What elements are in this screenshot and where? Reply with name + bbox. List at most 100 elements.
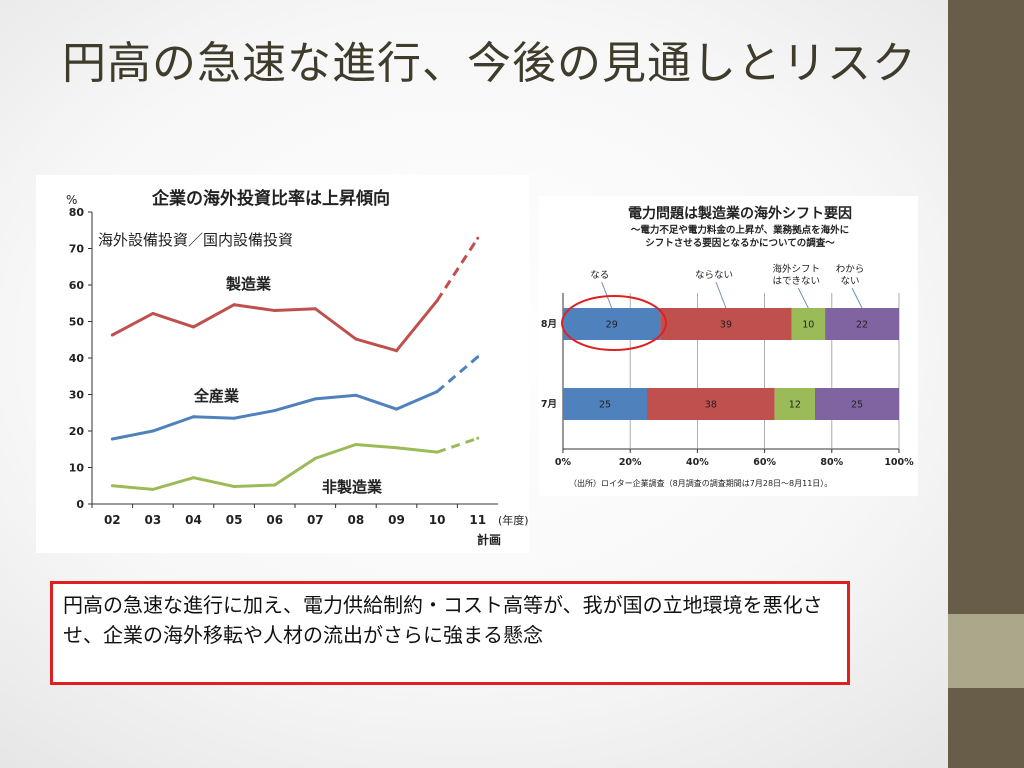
data-point — [435, 390, 439, 394]
data-point — [395, 407, 398, 411]
leader-line — [715, 281, 727, 309]
x-tick-label: 10 — [429, 513, 446, 527]
data-point — [476, 355, 480, 359]
legend-label: ない — [841, 276, 860, 287]
data-point — [354, 337, 358, 341]
data-label: 10 — [802, 320, 814, 331]
x-tick-label: 09 — [388, 513, 405, 527]
data-point — [273, 309, 277, 313]
data-point — [476, 236, 480, 240]
bar-segment — [647, 388, 775, 420]
data-point — [151, 429, 155, 433]
x-tick-label: 40% — [686, 457, 709, 468]
data-label: 25 — [599, 400, 611, 411]
y-tick-label: 60 — [69, 279, 85, 292]
y-tick-label: 30 — [69, 389, 85, 402]
line-chart-title: 企業の海外投資比率は上昇傾向 — [151, 188, 390, 209]
data-point — [395, 349, 398, 353]
power-issue-stacked-bar-chart: 電力問題は製造業の海外シフト要因 ～電力不足や電力料金の上昇が、業務拠点を海外に… — [541, 205, 914, 488]
data-label: 29 — [606, 320, 618, 331]
data-label: 38 — [705, 400, 717, 411]
legend-label: 海外シフト — [773, 263, 821, 275]
overseas-investment-line-chart: 企業の海外投資比率は上昇傾向 % 海外設備投資／国内設備投資 (年度) 計画 0… — [66, 188, 529, 547]
sidebar-accent-light — [948, 614, 1024, 688]
data-point — [273, 409, 277, 413]
series-line — [112, 442, 438, 491]
y-tick-label: 80 — [69, 206, 85, 219]
y-tick-label: 20 — [69, 425, 85, 438]
bar-chart-title: 電力問題は製造業の海外シフト要因 — [628, 205, 852, 222]
legend-label: ならない — [695, 270, 733, 281]
data-point — [110, 437, 114, 441]
series-label: 全産業 — [193, 387, 240, 405]
data-point — [192, 476, 195, 480]
leader-line — [851, 287, 863, 309]
y-tick-label: 40 — [69, 352, 85, 365]
line-chart-ylabel: % — [66, 193, 77, 207]
bar-chart-source: （出所）ロイター企業調査（8月調査の調査期間は7月28日～8月11日）。 — [569, 478, 832, 488]
data-point — [192, 415, 195, 419]
line-chart-x-unit: (年度) — [498, 513, 529, 527]
series-line-forecast — [436, 436, 479, 454]
data-point — [435, 450, 439, 454]
data-point — [313, 456, 317, 460]
line-chart-panel: 企業の海外投資比率は上昇傾向 % 海外設備投資／国内設備投資 (年度) 計画 0… — [36, 175, 529, 553]
bar-segment — [791, 308, 826, 340]
y-tick-label: 70 — [69, 243, 85, 256]
data-point — [192, 325, 195, 329]
y-tick-label: 0 — [76, 498, 84, 511]
data-label: 25 — [851, 400, 863, 411]
series-line-forecast — [436, 355, 479, 393]
series-line — [111, 299, 439, 353]
y-tick-label: 50 — [69, 316, 85, 329]
x-tick-label: 20% — [619, 457, 642, 468]
data-point — [151, 487, 155, 491]
x-tick-label: 100% — [884, 457, 914, 468]
data-label: 12 — [789, 400, 801, 411]
leader-line — [601, 281, 613, 309]
data-point — [313, 307, 317, 311]
bar-chart-subtitle-1: ～電力不足や電力料金の上昇が、業務拠点を海外に — [631, 224, 849, 236]
series-line — [112, 390, 438, 441]
bar-segment — [563, 308, 661, 340]
data-point — [354, 393, 358, 397]
line-chart-subtitle: 海外設備投資／国内設備投資 — [98, 231, 293, 249]
x-tick-label: 06 — [266, 513, 283, 527]
x-tick-label: 07 — [307, 513, 324, 527]
x-tick-label: 0% — [555, 457, 572, 468]
x-tick-label: 08 — [348, 513, 365, 527]
data-point — [476, 436, 480, 440]
legend-label: わから — [836, 264, 865, 275]
bar-chart-subtitle-2: シフトさせる要因となるかについての調査～ — [645, 237, 835, 249]
legend-label: なる — [590, 270, 609, 281]
legend-label: はできない — [773, 276, 821, 287]
highlight-circle — [561, 295, 667, 351]
data-point — [232, 303, 236, 307]
x-tick-label: 80% — [820, 457, 843, 468]
line-chart-x-note: 計画 — [477, 532, 501, 547]
data-point — [232, 484, 236, 488]
bar-segment — [774, 388, 815, 420]
data-point — [232, 416, 236, 420]
series-label: 非製造業 — [322, 478, 383, 496]
data-point — [354, 443, 358, 447]
x-tick-label: 05 — [226, 513, 243, 527]
bar-segment — [825, 308, 899, 340]
data-label: 39 — [720, 320, 732, 331]
concern-callout: 円高の急速な進行に加え、電力供給制約・コスト高等が、我が国の立地環境を悪化させ、… — [50, 581, 850, 685]
series-line-forecast — [435, 237, 479, 302]
bar-segment — [660, 308, 792, 340]
data-point — [110, 484, 114, 488]
page-title: 円高の急速な進行、今後の見通しとリスク — [62, 38, 917, 89]
x-tick-label: 02 — [104, 513, 121, 527]
data-point — [313, 397, 317, 401]
x-tick-label: 04 — [185, 513, 202, 527]
series-label: 製造業 — [225, 275, 272, 293]
data-point — [151, 311, 155, 315]
bar-segment — [563, 388, 647, 420]
x-tick-label: 60% — [753, 457, 776, 468]
x-tick-label: 03 — [145, 513, 162, 527]
stacked-bar-chart-panel: 電力問題は製造業の海外シフト要因 ～電力不足や電力料金の上昇が、業務拠点を海外に… — [539, 196, 918, 496]
data-label: 22 — [856, 320, 868, 331]
data-point — [273, 483, 277, 487]
